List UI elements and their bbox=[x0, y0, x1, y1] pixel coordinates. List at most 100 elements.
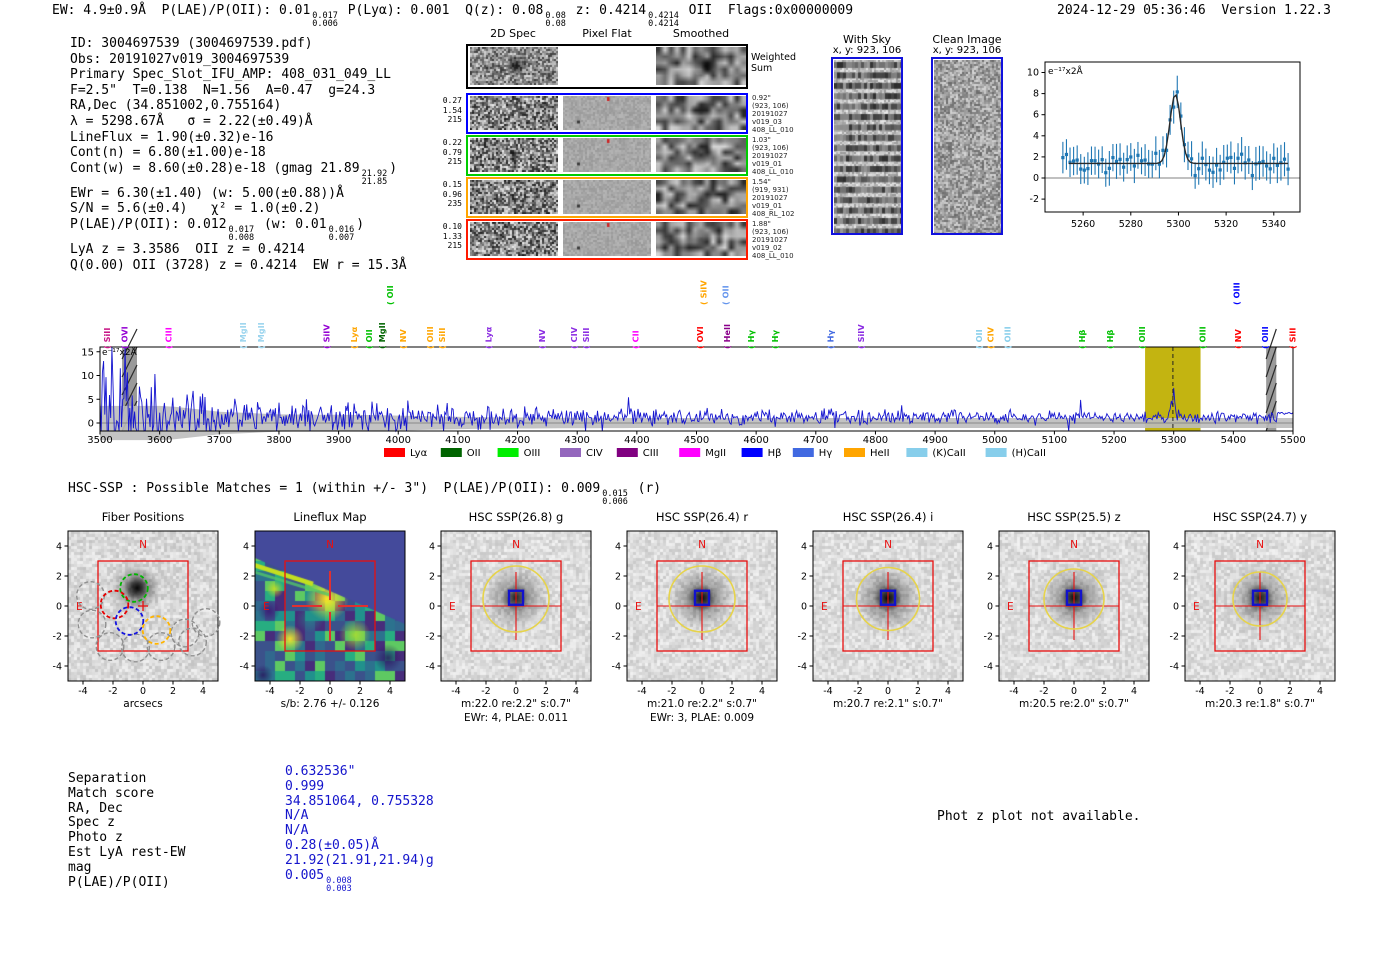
svg-text:N: N bbox=[1070, 539, 1078, 551]
svg-text:-4: -4 bbox=[426, 662, 435, 673]
svg-text:N: N bbox=[512, 539, 520, 551]
svg-text:2: 2 bbox=[729, 686, 735, 697]
svg-text:( MgII: ( MgII bbox=[238, 322, 248, 349]
smoothed-strip-image bbox=[656, 138, 746, 172]
svg-text:4900: 4900 bbox=[922, 435, 947, 446]
spec2d-col-title: Pixel Flat bbox=[582, 27, 632, 40]
svg-text:e⁻¹⁷x2Å: e⁻¹⁷x2Å bbox=[1048, 65, 1084, 77]
svg-text:0: 0 bbox=[513, 686, 519, 697]
pixel-flat-strip-image bbox=[563, 222, 651, 256]
svg-text:0: 0 bbox=[140, 686, 146, 697]
svg-text:5200: 5200 bbox=[1101, 435, 1126, 446]
sky-panel-image bbox=[833, 59, 901, 233]
svg-text:( Lyα: ( Lyα bbox=[483, 326, 493, 349]
info-line: EWr = 6.30(±1.40) (w: 5.00(±0.88))Å bbox=[70, 185, 344, 201]
svg-text:5300: 5300 bbox=[1161, 435, 1186, 446]
svg-text:( OIII: ( OIII bbox=[1002, 326, 1012, 349]
svg-text:Fiber Positions: Fiber Positions bbox=[102, 510, 185, 524]
svg-text:4: 4 bbox=[759, 686, 765, 697]
svg-text:-2: -2 bbox=[426, 632, 435, 643]
spec2d-row-left-labels: 0.27 1.54 215 bbox=[442, 96, 462, 125]
svg-text:4: 4 bbox=[573, 686, 579, 697]
svg-text:( Hβ: ( Hβ bbox=[1105, 330, 1115, 349]
match-row-label: Photo z bbox=[68, 830, 123, 846]
spec2d-row-right-labels: 0.92" (923, 106) 20191027 v019_03 408_LL_010 bbox=[752, 94, 794, 135]
svg-text:( OIII: ( OIII bbox=[1231, 282, 1241, 305]
svg-text:( OVI: ( OVI bbox=[119, 326, 129, 349]
svg-text:( SiIV: ( SiIV bbox=[699, 280, 709, 305]
svg-text:( OII: ( OII bbox=[721, 285, 731, 305]
svg-text:HSC SSP(26.4) r: HSC SSP(26.4) r bbox=[656, 510, 748, 524]
match-row-value: 0.28(±0.05)Å bbox=[285, 837, 379, 853]
svg-text:4: 4 bbox=[1033, 131, 1039, 142]
svg-text:-4: -4 bbox=[265, 686, 274, 697]
svg-text:5400: 5400 bbox=[1221, 435, 1246, 446]
svg-text:5340: 5340 bbox=[1262, 219, 1286, 230]
svg-text:HSC SSP(25.5) z: HSC SSP(25.5) z bbox=[1027, 510, 1120, 524]
svg-text:-2: -2 bbox=[295, 686, 304, 697]
sky-panel-frame bbox=[931, 57, 1003, 235]
svg-text:OIII: OIII bbox=[524, 448, 541, 459]
svg-text:(H)CaII: (H)CaII bbox=[1012, 448, 1046, 459]
svg-text:N: N bbox=[326, 539, 334, 551]
svg-text:N: N bbox=[698, 539, 706, 551]
match-row-value: 0.632536" bbox=[285, 764, 356, 779]
spec2d-strip-image bbox=[470, 47, 558, 85]
svg-text:2: 2 bbox=[987, 572, 993, 583]
svg-text:4000: 4000 bbox=[386, 435, 411, 446]
svg-text:0: 0 bbox=[88, 419, 94, 430]
svg-text:-2: -2 bbox=[1170, 632, 1179, 643]
svg-text:m:20.7 re:2.1" s:0.7": m:20.7 re:2.1" s:0.7" bbox=[833, 698, 943, 710]
svg-text:m:22.0 re:2.2" s:0.7": m:22.0 re:2.2" s:0.7" bbox=[461, 698, 571, 710]
svg-text:3600: 3600 bbox=[147, 435, 172, 446]
match-row-value: 0.999 bbox=[285, 778, 325, 794]
info-line: Cont(n) = 6.80(±1.00)e-18 bbox=[70, 145, 266, 161]
spec2d-row-right-labels: 1.88" (923, 106) 20191027 v019_02 408_LL_010 bbox=[752, 220, 794, 261]
svg-text:HSC SSP(26.4) i: HSC SSP(26.4) i bbox=[843, 510, 934, 524]
svg-text:0: 0 bbox=[801, 602, 807, 613]
sky-panel-image bbox=[933, 59, 1001, 233]
pixel-flat-strip-image bbox=[563, 96, 651, 130]
svg-text:CIII: CIII bbox=[643, 448, 659, 459]
svg-text:0: 0 bbox=[885, 686, 891, 697]
lineflux-image bbox=[255, 531, 405, 681]
svg-text:HSC SSP(24.7) y: HSC SSP(24.7) y bbox=[1213, 510, 1307, 524]
svg-text:m:21.0 re:2.2" s:0.7": m:21.0 re:2.2" s:0.7" bbox=[647, 698, 757, 710]
spec2d-row-left-labels: 0.15 0.96 235 bbox=[442, 180, 462, 209]
smoothed-strip-image bbox=[656, 222, 746, 256]
svg-text:2: 2 bbox=[429, 572, 435, 583]
svg-text:( CII: ( CII bbox=[631, 330, 641, 349]
spec2d-strip-image bbox=[470, 222, 558, 256]
svg-text:4200: 4200 bbox=[505, 435, 530, 446]
spec2d-row-left-labels: 0.10 1.33 215 bbox=[442, 222, 462, 251]
svg-text:-2: -2 bbox=[853, 686, 862, 697]
svg-text:2: 2 bbox=[615, 572, 621, 583]
match-row-label: P(LAE)/P(OII) bbox=[68, 874, 170, 890]
svg-text:4100: 4100 bbox=[445, 435, 470, 446]
svg-text:( OII: ( OII bbox=[385, 285, 395, 305]
svg-text:4: 4 bbox=[945, 686, 951, 697]
svg-text:2: 2 bbox=[915, 686, 921, 697]
svg-text:3900: 3900 bbox=[326, 435, 351, 446]
svg-text:4400: 4400 bbox=[624, 435, 649, 446]
svg-text:-2: -2 bbox=[1225, 686, 1234, 697]
svg-text:N: N bbox=[884, 539, 892, 551]
info-line: P(LAE)/P(OII): 0.012 0.017 0.008 (w: 0.01 0… bbox=[70, 217, 365, 244]
spec2d-row-right-labels: 1.03" (923, 106) 20191027 v019_01 408_LL_010 bbox=[752, 136, 794, 177]
svg-text:2: 2 bbox=[357, 686, 363, 697]
svg-text:( OIII: ( OIII bbox=[425, 326, 435, 349]
match-row-label: Separation bbox=[68, 771, 147, 786]
svg-text:( CIII: ( CIII bbox=[164, 327, 174, 349]
pixel-flat-strip-image bbox=[563, 180, 651, 214]
svg-text:-4: -4 bbox=[612, 662, 621, 673]
sky-panel-coords: x, y: 923, 106 bbox=[832, 45, 902, 56]
svg-text:( SiII: ( SiII bbox=[102, 328, 112, 349]
svg-text:4: 4 bbox=[56, 542, 62, 553]
svg-text:10: 10 bbox=[1027, 68, 1039, 79]
hsc-match-line: HSC-SSP : Possible Matches = 1 (within +… bbox=[68, 481, 662, 508]
svg-text:4: 4 bbox=[801, 542, 807, 553]
svg-text:E: E bbox=[76, 601, 83, 613]
svg-text:-4: -4 bbox=[451, 686, 460, 697]
